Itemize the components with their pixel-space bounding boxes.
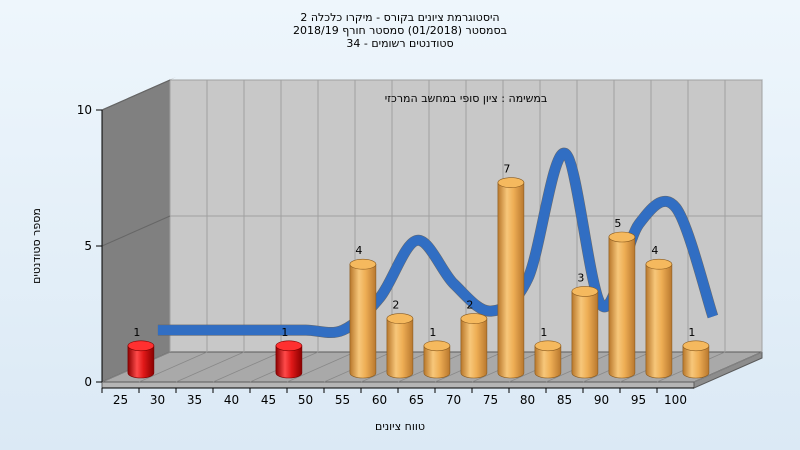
y-axis-label: מספר סטודנטים xyxy=(30,208,43,284)
bar xyxy=(349,263,377,379)
bar xyxy=(608,236,636,379)
bar-top xyxy=(423,340,451,352)
chart-floor-front-edge xyxy=(101,381,695,389)
bar-top xyxy=(497,177,525,188)
floor-grid-line xyxy=(212,351,282,383)
bar-value-label: 4 xyxy=(651,244,658,257)
x-tick-label: 55 xyxy=(335,393,350,407)
floor-grid-line xyxy=(286,351,356,383)
bar-top xyxy=(608,231,636,243)
y-tick-label: 0 xyxy=(84,375,92,389)
bar xyxy=(682,345,710,379)
x-tick-label: 25 xyxy=(113,393,128,407)
x-tick-label: 90 xyxy=(594,393,609,407)
bar-value-label: 4 xyxy=(355,244,362,257)
bar-value-label: 1 xyxy=(540,326,547,339)
bar xyxy=(423,345,451,379)
floor-grid-line xyxy=(138,351,208,383)
chart-title-line-2: בסמסטר (01/2018) סמסטר חורף 2018/19 xyxy=(293,24,507,37)
x-tick-label: 35 xyxy=(187,393,202,407)
bar xyxy=(275,345,303,379)
bar-value-label: 7 xyxy=(503,163,510,176)
side-grid-line xyxy=(101,215,171,247)
bar-value-label: 2 xyxy=(466,299,473,312)
bar-top xyxy=(275,340,303,352)
x-tick-label: 70 xyxy=(446,393,461,407)
bar xyxy=(386,318,414,379)
chart-title-line-1: היסטוגרמת ציונים בקורס - מיקרו כלכלה 2 xyxy=(300,11,500,24)
chart-annotation: במשימה : ציון סופי במחשב המרכזי xyxy=(385,92,548,105)
x-axis-label: טווח ציונים xyxy=(375,420,425,433)
bar xyxy=(460,318,488,379)
bar xyxy=(645,263,673,379)
bar xyxy=(497,182,525,379)
bar-value-label: 1 xyxy=(429,326,436,339)
bar-top xyxy=(682,340,710,352)
bar-top xyxy=(571,286,599,297)
bar xyxy=(127,345,155,379)
x-tick-label: 40 xyxy=(224,393,239,407)
y-tick-label: 10 xyxy=(77,103,92,117)
bar-top xyxy=(645,258,673,270)
bar-value-label: 1 xyxy=(688,326,695,339)
x-tick-label: 65 xyxy=(409,393,424,407)
bar-top xyxy=(534,340,562,352)
bar-value-label: 5 xyxy=(614,217,621,230)
bar-top xyxy=(386,313,414,324)
x-tick-label: 30 xyxy=(150,393,165,407)
x-tick-label: 60 xyxy=(372,393,387,407)
bar-top xyxy=(349,258,377,270)
bar-value-label: 1 xyxy=(281,326,288,339)
x-tick-label: 80 xyxy=(520,393,535,407)
bar-top xyxy=(460,313,488,324)
bar xyxy=(534,345,562,379)
floor-grid-line xyxy=(693,351,763,383)
bar-top xyxy=(127,340,155,352)
chart-title-line-3: סטודנטים רשומים - 34 xyxy=(346,37,454,50)
x-tick-label: 95 xyxy=(631,393,646,407)
bar-value-label: 1 xyxy=(133,326,140,339)
x-tick-label: 50 xyxy=(298,393,313,407)
x-tick-label: 45 xyxy=(261,393,276,407)
bar-value-label: 3 xyxy=(577,271,584,284)
floor-grid-line xyxy=(175,351,245,383)
x-tick-label: 85 xyxy=(557,393,572,407)
bar-value-label: 2 xyxy=(392,299,399,312)
x-tick-label: 100 xyxy=(664,393,687,407)
x-tick-label: 75 xyxy=(483,393,498,407)
bar xyxy=(571,291,599,379)
side-grid-line xyxy=(101,79,171,111)
y-tick-label: 5 xyxy=(84,239,92,253)
